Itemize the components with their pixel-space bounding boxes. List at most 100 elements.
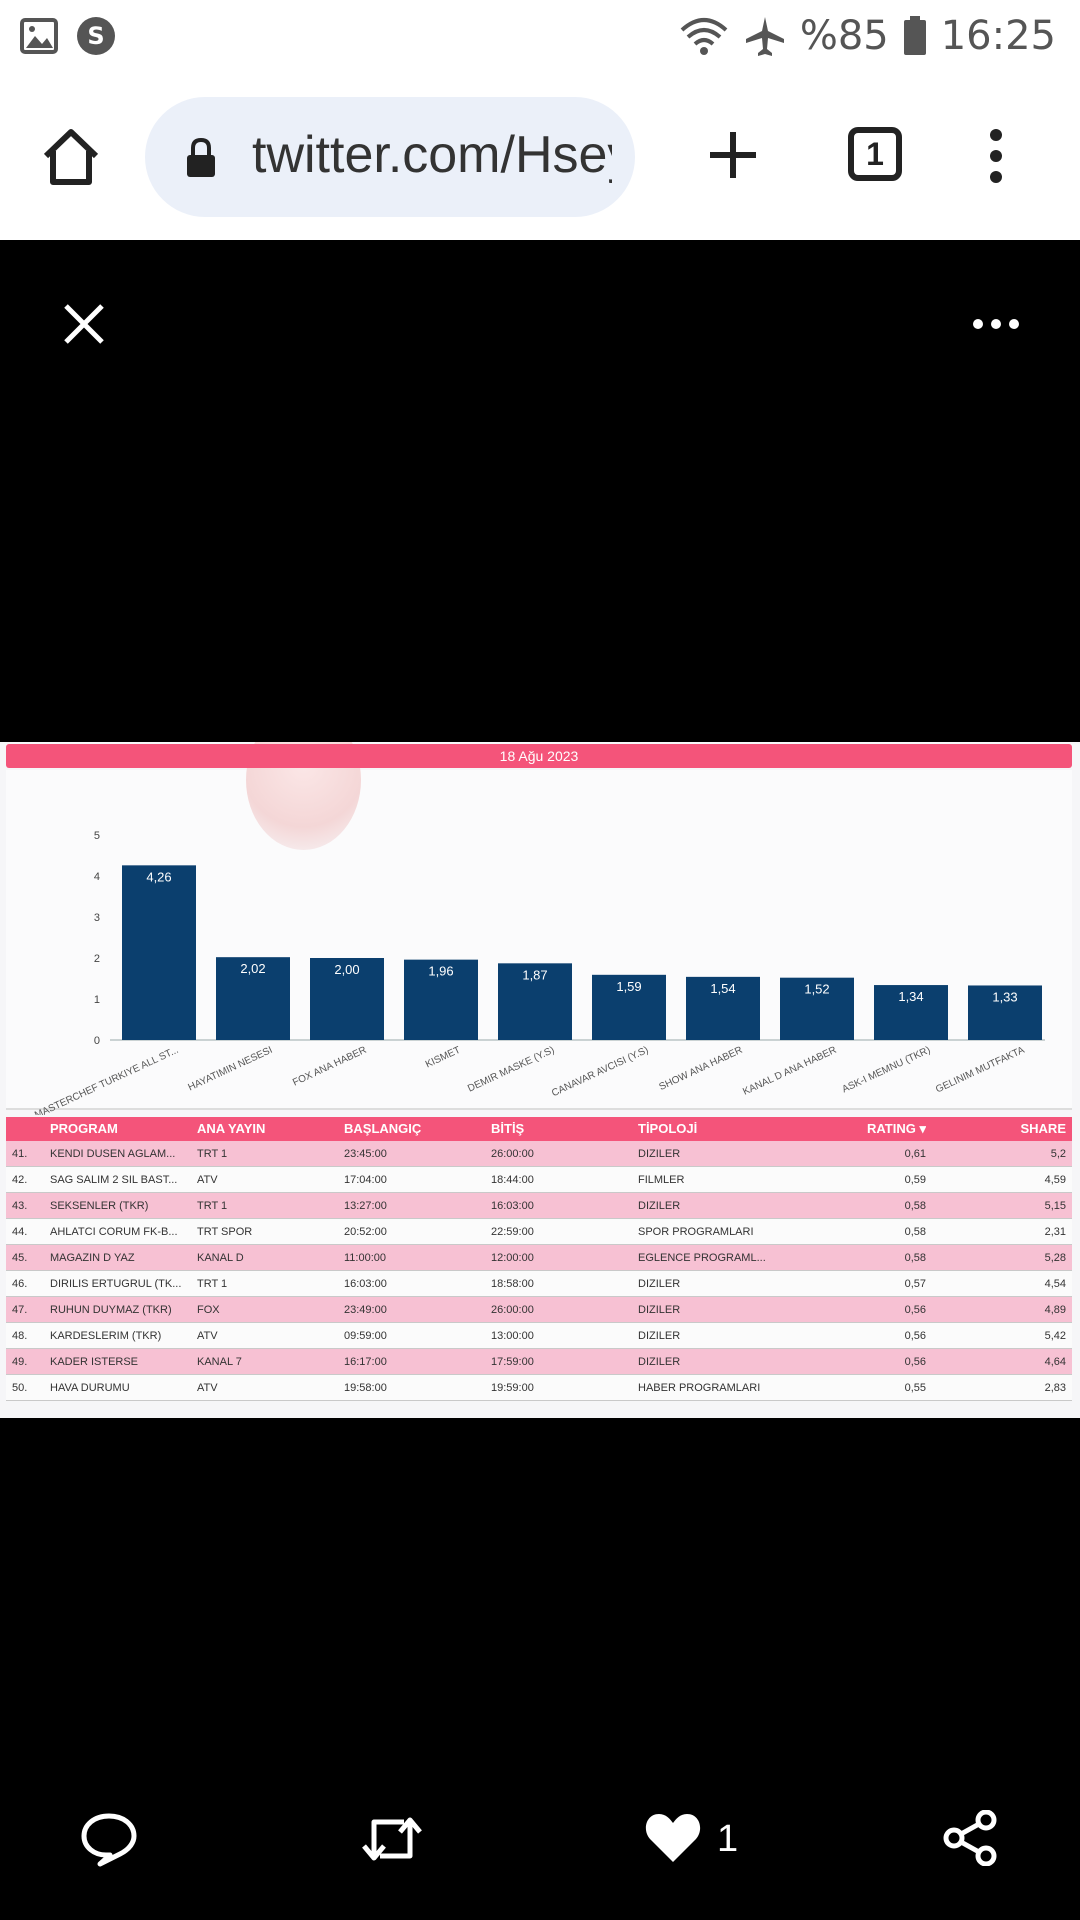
cell-tip: DIZILER	[638, 1148, 681, 1160]
header-bitis[interactable]: BİTİŞ	[491, 1121, 525, 1136]
cell-share: 2,31	[1044, 1226, 1066, 1238]
like-count: 1	[717, 1818, 739, 1860]
cell-idx: 41.	[12, 1148, 28, 1160]
retweet-icon[interactable]	[360, 1810, 424, 1868]
table-row[interactable]: 45. MAGAZIN D YAZ KANAL D 11:00:00 12:00:00 E…	[6, 1245, 1072, 1271]
cell-share: 5,2	[1050, 1148, 1066, 1160]
y-tick-label: 5	[94, 830, 100, 842]
cell-idx: 45.	[12, 1252, 28, 1264]
y-tick-label: 4	[94, 871, 100, 883]
header-share[interactable]: SHARE	[1020, 1121, 1066, 1136]
x-tick-label: SHOW ANA HABER	[658, 1045, 745, 1093]
new-tab-icon[interactable]	[706, 128, 760, 182]
cell-idx: 46.	[12, 1278, 28, 1290]
cell-tip: DIZILER	[638, 1330, 681, 1342]
bar[interactable]	[498, 963, 572, 1040]
cell-bas: 16:03:00	[344, 1278, 387, 1290]
cell-bit: 18:44:00	[491, 1174, 534, 1186]
header-program[interactable]: PROGRAM	[50, 1121, 118, 1136]
cell-bit: 13:00:00	[491, 1330, 534, 1342]
table-row[interactable]: 42. SAG SALIM 2 SIL BAST... ATV 17:04:00 18:…	[6, 1167, 1072, 1193]
header-tipoloji[interactable]: TİPOLOJİ	[638, 1121, 698, 1136]
table-row[interactable]: 50. HAVA DURUMU ATV 19:58:00 19:59:00 HABER P…	[6, 1375, 1072, 1401]
cell-tip: DIZILER	[638, 1278, 681, 1290]
cell-bas: 11:00:00	[344, 1252, 387, 1264]
cell-rating: 0,58	[904, 1226, 926, 1238]
cell-bas: 17:04:00	[344, 1174, 387, 1186]
table-row[interactable]: 49. KADER ISTERSE KANAL 7 16:17:00 17:59:00 D…	[6, 1349, 1072, 1375]
cell-bit: 22:59:00	[491, 1226, 534, 1238]
table-row[interactable]: 44. AHLATCI CORUM FK-B... TRT SPOR 20:52:00…	[6, 1219, 1072, 1245]
cell-idx: 43.	[12, 1200, 28, 1212]
close-icon[interactable]	[60, 300, 108, 348]
cell-share: 4,89	[1044, 1304, 1066, 1316]
url-text[interactable]: twitter.com/Hsey	[252, 126, 612, 184]
bar-value-label: 2,00	[334, 962, 359, 977]
address-bar[interactable]: twitter.com/Hsey	[145, 97, 635, 217]
cell-bit: 16:03:00	[491, 1200, 534, 1212]
clock: 16:25	[940, 13, 1056, 59]
battery-percent: %85	[799, 13, 889, 59]
tweet-actions: 1	[0, 1810, 1080, 1890]
header-rating[interactable]: RATING ▾	[866, 1121, 926, 1136]
table-row[interactable]: 47. RUHUN DUYMAZ (TKR) FOX 23:49:00 26:00:00…	[6, 1297, 1072, 1323]
cell-tip: HABER PROGRAMLARI	[638, 1382, 761, 1394]
bar[interactable]	[874, 985, 948, 1040]
more-horizontal-icon[interactable]	[970, 316, 1022, 332]
table-row[interactable]: 43. SEKSENLER (TKR) TRT 1 13:27:00 16:03:00 D…	[6, 1193, 1072, 1219]
like-heart-icon[interactable]	[644, 1810, 702, 1864]
cell-bit: 12:00:00	[491, 1252, 534, 1264]
bar[interactable]	[780, 977, 854, 1040]
cell-rating: 0,59	[904, 1174, 926, 1186]
bar[interactable]	[404, 959, 478, 1040]
bar-value-label: 4,26	[146, 869, 171, 884]
cell-tip: DIZILER	[638, 1356, 681, 1368]
table-row[interactable]: 46. DIRILIS ERTUGRUL (TK... TRT 1 16:03:00 1…	[6, 1271, 1072, 1297]
cell-bit: 26:00:00	[491, 1148, 534, 1160]
x-tick-label: CANAVAR AVCISI (Y.S)	[550, 1045, 650, 1100]
more-vertical-icon[interactable]	[984, 128, 1008, 184]
table-header: PROGRAM ANA YAYIN BAŞLANGIÇ BİTİŞ TİPOLO…	[6, 1117, 1072, 1141]
cell-share: 4,54	[1044, 1278, 1066, 1290]
image-icon	[20, 18, 58, 54]
cell-share: 5,42	[1044, 1330, 1066, 1342]
cell-bas: 09:59:00	[344, 1330, 387, 1342]
cell-rating: 0,61	[904, 1148, 926, 1160]
cell-ana: ATV	[197, 1330, 218, 1342]
share-icon[interactable]	[942, 1810, 998, 1866]
bar[interactable]	[968, 985, 1042, 1040]
cell-program: SAG SALIM 2 SIL BAST...	[50, 1174, 178, 1186]
cell-program: KADER ISTERSE	[50, 1356, 139, 1368]
home-icon[interactable]	[40, 126, 102, 188]
cell-idx: 42.	[12, 1174, 28, 1186]
bar[interactable]	[122, 865, 196, 1040]
cell-ana: TRT 1	[197, 1278, 228, 1290]
tweet-image[interactable]: 18 Ağu 2023 0 1 2 3 4 5 4,26 MASTERCHEF TURKIYE…	[0, 742, 1080, 1418]
cell-idx: 49.	[12, 1356, 28, 1368]
bar-value-label: 1,54	[710, 981, 735, 996]
cell-program: RUHUN DUYMAZ (TKR)	[50, 1304, 172, 1316]
header-baslangic[interactable]: BAŞLANGIÇ	[344, 1121, 422, 1136]
cell-tip: FILMLER	[638, 1174, 685, 1186]
table-row[interactable]: 48. KARDESLERIM (TKR) ATV 09:59:00 13:00:00 D…	[6, 1323, 1072, 1349]
cell-share: 5,15	[1044, 1200, 1066, 1212]
cell-bit: 19:59:00	[491, 1382, 534, 1394]
bar[interactable]	[310, 958, 384, 1040]
header-ana-yayin[interactable]: ANA YAYIN	[197, 1121, 266, 1136]
cell-rating: 0,56	[904, 1330, 926, 1342]
bar[interactable]	[592, 974, 666, 1040]
bar-value-label: 1,96	[428, 964, 453, 979]
cell-bas: 20:52:00	[344, 1226, 387, 1238]
cell-share: 4,59	[1044, 1174, 1066, 1186]
tab-count: 1	[866, 135, 884, 172]
cell-rating: 0,57	[904, 1278, 926, 1290]
bar[interactable]	[216, 957, 290, 1040]
bar[interactable]	[686, 976, 760, 1040]
cell-rating: 0,58	[904, 1200, 926, 1212]
bar-value-label: 1,52	[804, 982, 829, 997]
table-body: 41. KENDI DUSEN AGLAM... TRT 1 23:45:00 26:0…	[6, 1141, 1072, 1401]
table-row[interactable]: 41. KENDI DUSEN AGLAM... TRT 1 23:45:00 26:0…	[6, 1141, 1072, 1167]
reply-icon[interactable]	[80, 1810, 138, 1868]
tab-switcher-button[interactable]: 1	[848, 127, 902, 181]
cell-ana: FOX	[197, 1304, 220, 1316]
